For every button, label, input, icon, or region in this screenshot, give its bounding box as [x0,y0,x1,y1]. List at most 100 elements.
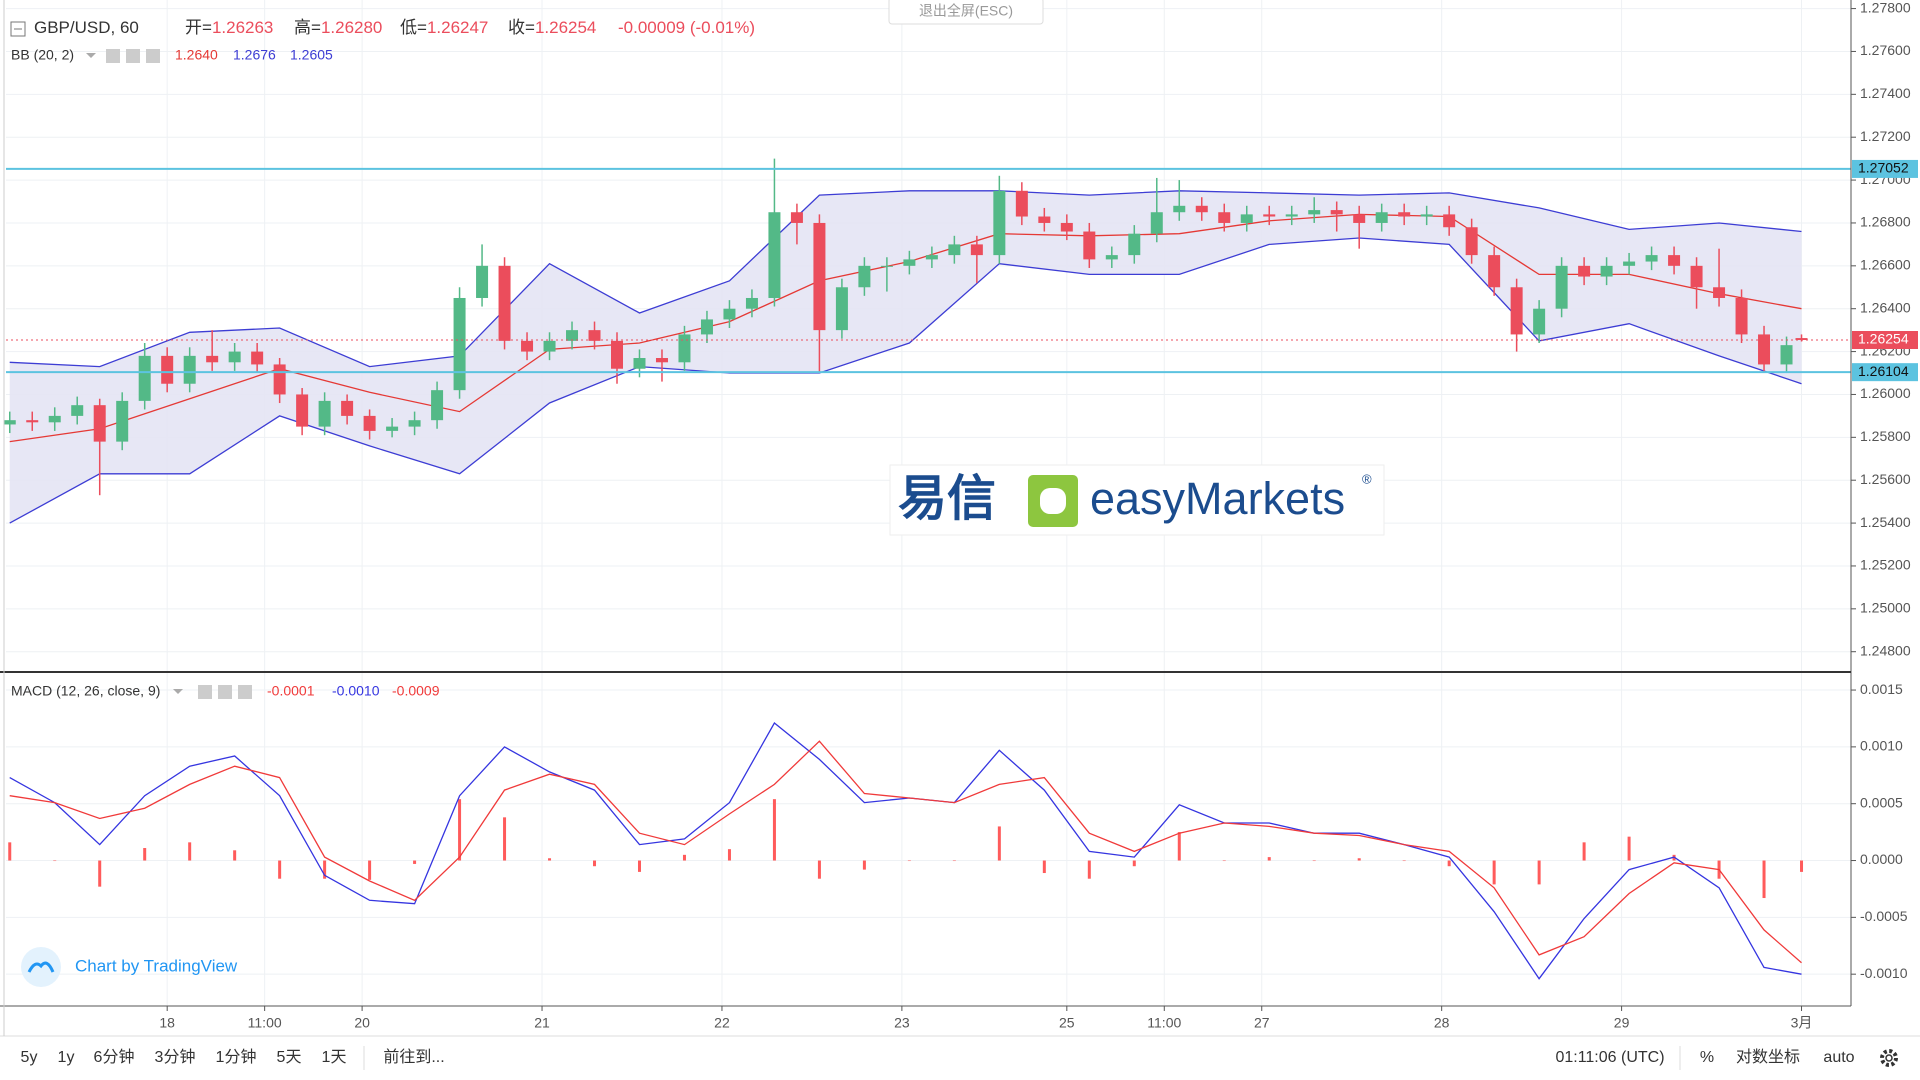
goto-button[interactable]: 前往到... [383,1048,444,1066]
y-tick-label: 1.27200 [1860,128,1911,144]
histogram-bar [548,858,552,861]
axis-layer: 1.24800 1.25000 1.25200 1.25400 1.25600 1.258… [159,0,1918,1031]
collapse-icon[interactable] [10,21,26,37]
histogram-bar [727,849,731,861]
macd-value: -0.0010 [332,683,380,699]
band-upper [9,190,1802,368]
bb-visibility-icon[interactable] [106,49,120,63]
candle-body [1488,255,1501,288]
histogram-bar [637,860,641,872]
period-button[interactable]: 5天 [277,1049,302,1066]
candle-body [745,297,758,309]
candle-body [611,340,624,369]
candle-body [296,394,309,427]
candle-body [588,330,601,341]
auto-button[interactable]: auto [1823,1049,1854,1066]
macd-settings-icon[interactable] [218,685,232,699]
period-button[interactable]: 1y [58,1049,75,1066]
candle-body [655,358,668,363]
histogram-bar [8,842,12,861]
candle-body [723,308,736,320]
tradingview-logo-mark [27,961,55,973]
candle-body [3,420,16,425]
low-label: 低= [400,18,427,37]
y-tick-label: 0.0000 [1860,851,1903,867]
candle-body [1443,214,1456,228]
y-tick-label: 1.25200 [1860,557,1911,573]
candle-body [948,244,961,256]
x-tick-label: 29 [1614,1015,1630,1031]
x-tick-label: 25 [1059,1015,1075,1031]
candle-body [880,265,893,267]
y-tick-label: 0.0005 [1860,794,1903,810]
candle-body [1600,265,1613,277]
watermark-cn: 易信 [898,472,996,526]
period-button[interactable]: 1分钟 [216,1048,257,1066]
y-tick-label: 1.25400 [1860,514,1911,530]
candle-body [768,212,781,298]
candle-body [970,244,983,256]
period-button[interactable]: 6分钟 [94,1048,135,1066]
open-value: 1.26263 [212,18,273,37]
x-tick-label: 22 [714,1015,730,1031]
close-value: 1.26254 [535,18,596,37]
candle-body [408,420,421,427]
histogram-bar [278,860,282,879]
percent-button[interactable]: % [1700,1049,1714,1066]
change-value: -0.00009 (-0.01%) [618,18,755,37]
bb-dropdown[interactable] [86,53,96,58]
histogram-bar [907,860,911,862]
y-tick-label: 1.25600 [1860,471,1911,487]
high-value: 1.26280 [321,18,382,37]
macd-signal-value: -0.0009 [392,683,440,699]
candle-body [1150,212,1163,234]
macd-visibility-icon[interactable] [198,685,212,699]
y-tick-label: 1.26600 [1860,257,1911,273]
candle-body [700,319,713,335]
histogram-bar [593,860,597,867]
period-button[interactable]: 1天 [322,1049,347,1066]
y-tick-label: 1.25800 [1860,428,1911,444]
y-tick-label: 1.24800 [1860,642,1911,658]
histogram-bar [1492,860,1496,885]
bb-settings-icon[interactable] [126,49,140,63]
histogram-bar [1087,860,1091,879]
macd-dropdown[interactable] [173,689,183,694]
histogram-bar [1132,860,1136,867]
histogram-bar [817,860,821,879]
x-tick-label: 23 [894,1015,910,1031]
y-tick-label: 1.27400 [1860,85,1911,101]
price-label: 1.26104 [1858,363,1909,379]
histogram-bar [1762,860,1766,899]
bb-remove-icon[interactable] [146,49,160,63]
candle-body [1398,212,1411,217]
x-tick-label: 28 [1434,1015,1450,1031]
y-tick-label: 1.26400 [1860,299,1911,315]
period-button[interactable]: 5y [21,1049,38,1066]
candle-body [633,358,646,369]
exit-fullscreen-button[interactable] [888,0,1044,25]
bb-upper-value: 1.2676 [233,47,276,63]
x-tick-label: 11:00 [1147,1015,1181,1031]
candle-body [1195,205,1208,213]
x-tick-label: 21 [534,1015,550,1031]
candle-body [161,355,174,384]
macd-remove-icon[interactable] [238,685,252,699]
settings-gear-hub [1885,1054,1893,1062]
candle-body [1420,214,1433,217]
histogram-bar [1447,860,1451,867]
y-tick-label: 0.0010 [1860,738,1903,754]
high-label: 高= [294,18,321,37]
credit-link[interactable]: Chart by TradingView [75,956,238,975]
y-tick-label: -0.0005 [1860,908,1908,924]
close-label: 收= [508,18,535,37]
candle-body [1465,227,1478,256]
log-button[interactable]: 对数坐标 [1736,1048,1800,1066]
settings-gear[interactable] [1880,1049,1898,1067]
candle-body [48,415,61,423]
x-tick-label: 27 [1254,1015,1270,1031]
x-tick-label: 20 [354,1015,370,1031]
histogram-bar [1402,860,1406,862]
period-button[interactable]: 3分钟 [155,1048,196,1066]
